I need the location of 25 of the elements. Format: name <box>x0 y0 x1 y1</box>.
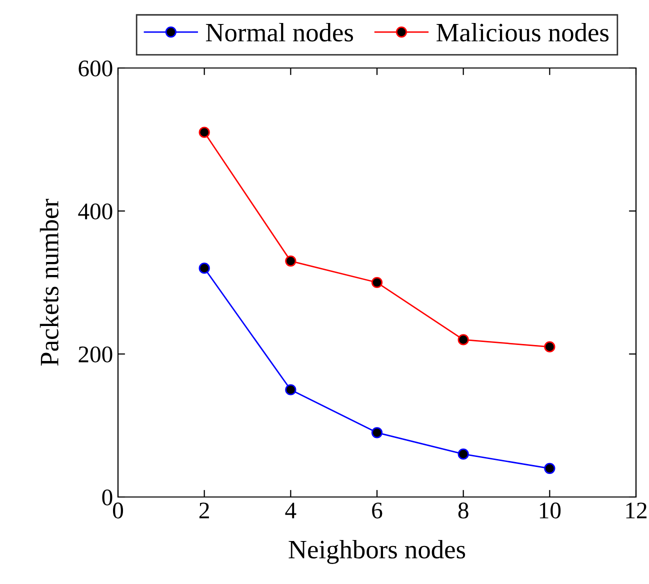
point <box>544 341 556 352</box>
point <box>458 334 469 346</box>
x-tick-label: 10 <box>540 502 561 518</box>
point <box>198 262 210 274</box>
point <box>285 384 296 396</box>
y-tick-label: 200 <box>78 346 112 362</box>
x-tick-label: 0 <box>112 502 124 518</box>
point <box>458 448 469 460</box>
point <box>198 126 210 138</box>
x-tick-label: 12 <box>626 502 647 518</box>
x-tick-label: 6 <box>372 502 382 518</box>
y-axis-title: Packets number <box>40 198 58 366</box>
point <box>371 427 383 438</box>
y-tick-label: 0 <box>102 489 112 506</box>
y-tick-label: 600 <box>78 60 112 76</box>
x-axis-title: Neighbors nodes <box>288 540 466 564</box>
point <box>285 255 296 267</box>
x-tick-label: 4 <box>285 502 296 518</box>
legend-label: Normal nodes <box>206 22 354 42</box>
point <box>544 462 556 474</box>
y-tick-label: 400 <box>78 203 112 220</box>
point <box>371 276 383 288</box>
legend-label: Malicious nodes <box>436 22 609 42</box>
x-tick-label: 2 <box>199 502 209 518</box>
x-tick-label: 8 <box>458 502 468 518</box>
